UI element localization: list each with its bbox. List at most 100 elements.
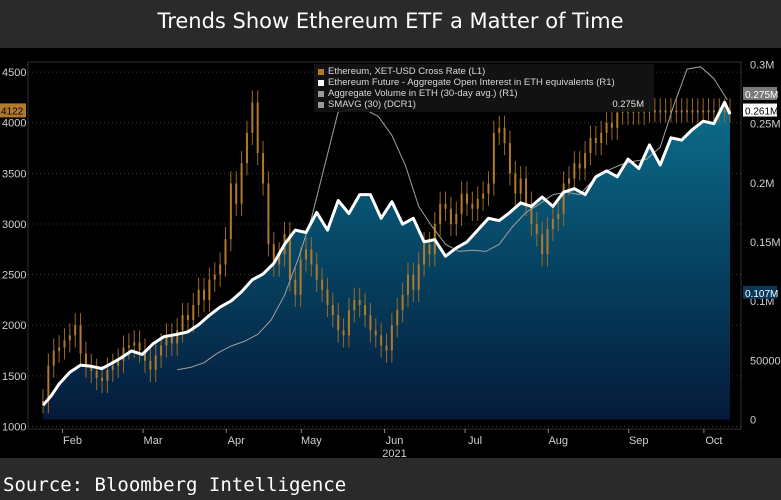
legend-entry: Ethereum, XET-USD Cross Rate (L1) <box>318 66 650 77</box>
price-candle <box>557 213 560 219</box>
month-label: Mar <box>144 435 163 447</box>
right-value-tag <box>743 103 777 117</box>
price-candle <box>702 110 705 113</box>
price-candle <box>503 127 506 143</box>
price-candle <box>229 183 232 240</box>
price-candle <box>675 110 678 113</box>
price-candle <box>176 330 179 344</box>
price-candle <box>143 350 146 361</box>
price-candle <box>605 122 608 133</box>
price-candle <box>546 229 549 255</box>
price-candle <box>235 183 238 204</box>
price-candle <box>616 112 619 128</box>
right-tick-label: 0.3M <box>750 59 774 71</box>
price-candle <box>680 110 683 113</box>
month-label: Apr <box>228 435 245 447</box>
price-candle <box>401 294 404 311</box>
price-candle <box>584 153 587 169</box>
price-candle <box>417 264 420 290</box>
price-candle <box>460 193 463 214</box>
price-candle <box>664 110 667 113</box>
price-candle <box>573 163 576 179</box>
price-candle <box>181 315 184 331</box>
price-candle <box>487 183 490 194</box>
last-price-label: 4122 <box>1 106 24 117</box>
price-candle <box>369 315 372 331</box>
right-tick-label: 0.1M <box>750 296 774 308</box>
price-candle <box>723 110 726 113</box>
left-tick-label: 3500 <box>2 168 26 180</box>
price-candle <box>423 244 426 265</box>
price-candle <box>42 401 44 404</box>
axis-layer: 1000 1500 2000 2500 3000 3500 4000 4500 0 50000 0.… <box>0 59 781 460</box>
month-label: Oct <box>705 435 722 447</box>
legend-entry: Aggregate Volume in ETH (30-day avg.) (R… <box>318 88 650 99</box>
month-label: Sep <box>629 435 649 447</box>
left-tick-label: 2000 <box>2 320 26 332</box>
price-candle <box>449 208 452 224</box>
month-label: Feb <box>63 435 82 447</box>
price-candle <box>525 178 528 204</box>
left-tick-label: 2500 <box>2 270 26 282</box>
right-value-label: 0.275M <box>745 90 778 101</box>
price-candle <box>203 289 206 300</box>
legend-value: 0.275M <box>612 99 644 110</box>
price-candle <box>219 264 222 275</box>
price-candle <box>380 335 383 346</box>
month-label: Jun <box>386 435 404 447</box>
price-candle <box>707 110 710 113</box>
price-candle <box>79 325 82 354</box>
price-candle <box>471 203 474 209</box>
legend-swatch-icon <box>318 90 324 97</box>
price-candle <box>278 254 281 265</box>
right-tick-label: 0.15M <box>750 237 781 249</box>
price-candle <box>154 355 157 370</box>
chart-svg: 1000 1500 2000 2500 3000 3500 4000 4500 0 50000 0.… <box>0 59 781 460</box>
area-layer <box>43 102 730 420</box>
price-candle <box>326 289 329 305</box>
price-candle <box>492 132 495 184</box>
price-candle <box>562 183 565 214</box>
month-label: Jul <box>468 435 482 447</box>
price-candle <box>364 304 367 316</box>
price-candle <box>208 279 211 300</box>
price-candle <box>321 279 324 290</box>
price-candle <box>240 163 243 204</box>
legend-label: Ethereum, XET-USD Cross Rate (L1) <box>328 66 486 77</box>
left-tick-label: 4000 <box>2 118 26 130</box>
price-candle <box>653 110 656 113</box>
price-candle <box>127 345 130 348</box>
price-candle <box>138 342 141 351</box>
price-candle <box>262 153 265 184</box>
right-tick-label: 50000 <box>750 355 781 367</box>
price-candle <box>117 360 120 366</box>
price-candle <box>385 345 388 351</box>
price-candle <box>106 369 109 381</box>
price-candle <box>390 325 393 351</box>
price-candle <box>52 350 55 366</box>
price-candle <box>58 347 61 351</box>
right-tick-label: 0 <box>750 415 756 427</box>
month-label: May <box>301 435 322 447</box>
legend-entry: Ethereum Future - Aggregate Open Interes… <box>318 77 650 88</box>
price-candle <box>519 178 522 194</box>
price-candle <box>514 173 517 194</box>
price-candle <box>696 110 699 113</box>
price-candle <box>197 289 200 305</box>
price-candle <box>610 122 613 128</box>
price-candle <box>669 110 672 113</box>
last-price-tag <box>0 103 26 118</box>
price-candle <box>482 193 485 199</box>
price-candle <box>541 234 544 255</box>
legend-entry: SMAVG (30) (DCR1) 0.275M <box>318 99 650 110</box>
price-candle <box>133 342 136 346</box>
price-candle <box>304 249 307 260</box>
price-candle <box>101 377 104 381</box>
legend-swatch-icon <box>318 79 324 86</box>
price-candle <box>63 340 66 348</box>
price-candle <box>659 110 662 113</box>
year-label: 2021 <box>382 448 406 458</box>
price-candle <box>224 239 227 265</box>
left-tick-label: 1500 <box>2 371 26 383</box>
right-value-tag <box>743 86 777 100</box>
